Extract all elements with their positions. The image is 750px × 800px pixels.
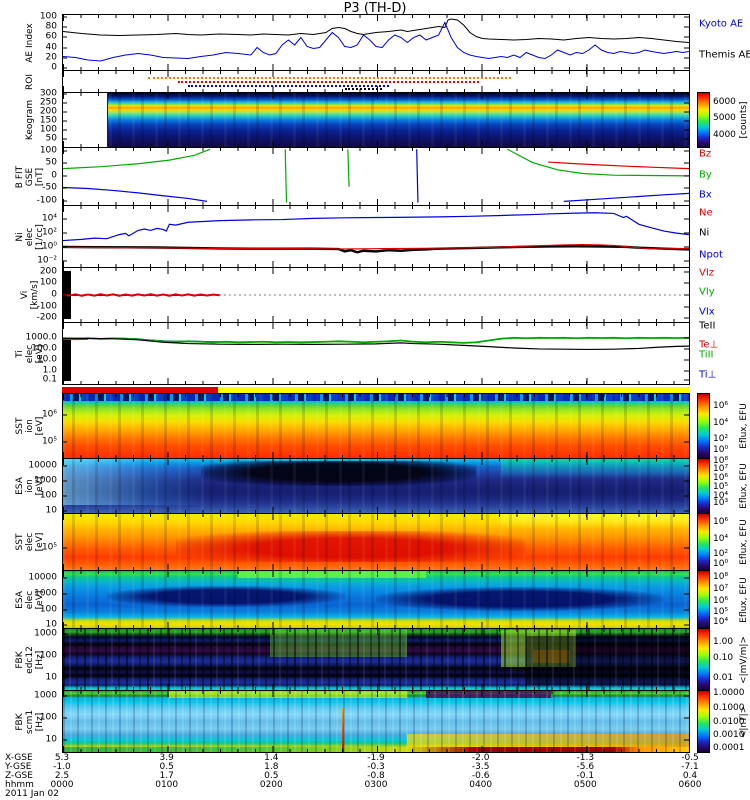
date-label: 2011 Jan 02 — [5, 789, 59, 799]
esa-ion-colorbar-unit: Eflux, EFU — [738, 463, 749, 509]
sst-elec-spectrogram — [63, 514, 689, 570]
ae-legend: Kyoto AE Themis AE — [699, 18, 750, 61]
esa-elec-colorbar-unit: Eflux, EFU — [738, 576, 749, 623]
velocity-chart — [63, 268, 689, 322]
sst-ion-axis-label: SST ion [eV] — [15, 416, 45, 436]
panel-fbk-scm1: FBK scm1 [Hz] 1000 100 10 1.0000 0.1000 0.0100… — [0, 688, 750, 753]
keogram-colorbar-unit: [counts] — [738, 101, 749, 139]
esa-elec-axis-label: ESA elec [eV] — [15, 590, 45, 609]
fbk-scm1-axis-label: FBK scm1 [Hz] — [15, 709, 45, 734]
esa-elec-plot-area — [62, 570, 690, 629]
keogram-colorbar-ticks: 6000 5000 4000 — [713, 97, 736, 140]
sst-ion-plot-area — [62, 393, 690, 459]
time-axis: 5.3 -1.0 2.5 0000 3.9 0.5 1.7 0100 1.4 1.8 0.5 0200… — [50, 753, 702, 790]
sst-elec-colorbar-unit: Eflux, EFU — [738, 519, 749, 565]
panel-sst-elec: SST elec [eV] 10⁵ 10⁶ 10⁴ 10² 10⁰ Eflux, EFU — [0, 513, 750, 571]
velocity-legend: VIz VIy VIx — [699, 267, 715, 318]
sst-elec-axis-label: SST elec [eV] — [15, 532, 45, 552]
panel-esa-ion: ESA ion [eV] 10000 1000 100 10 10⁸ 10⁷ 10⁶ 10⁵ 10… — [0, 455, 750, 515]
panel-keogram: Keogram 300 250 200 150 100 50 6000 5000 4000 [… — [0, 89, 750, 148]
fbk-edc12-colorbar — [697, 628, 710, 691]
fbk-edc12-spectrogram — [63, 629, 689, 690]
ae-axis-label: AE Index — [25, 22, 35, 63]
panel-sst-ion: SST ion [eV] 10⁶ 10⁵ 10⁶ 10⁴ 10² 10⁰ Eflux, EF… — [0, 393, 750, 459]
esa-ion-colorbar-ticks: 10⁸ 10⁷ 10⁶ 10⁵ 10⁴ 10³ — [713, 455, 729, 508]
fbk-edc12-colorbar-ticks: 1.00 0.10 0.01 — [713, 636, 734, 684]
esa-ion-spectrogram — [63, 459, 689, 513]
fbk-scm1-colorbar-ticks: 1.0000 0.1000 0.0100 0.0010 0.0001 — [713, 688, 745, 753]
fbk-edc12-colorbar-unit: <|mV/m|> — [738, 635, 749, 684]
density-chart — [63, 206, 689, 267]
fbk-scm1-spectrogram — [63, 691, 689, 752]
velocity-plot-area — [62, 267, 690, 323]
bfit-axis-label: B FIT GSE [nT] — [15, 165, 45, 188]
esa-ion-plot-area — [62, 458, 690, 514]
temperature-plot-area — [62, 322, 690, 385]
keogram-spectrogram — [63, 93, 689, 147]
temperature-chart — [63, 323, 689, 384]
axis-row-headers: X-GSE Y-GSE Z-GSE hhmm — [5, 753, 34, 790]
fbk-scm1-plot-area — [62, 690, 690, 753]
temperature-axis-label: Ti elec [eV] — [15, 344, 45, 363]
survey-mode-bar — [62, 387, 690, 393]
page-title: P3 (TH-D) — [343, 1, 407, 16]
esa-elec-colorbar — [697, 570, 710, 629]
sst-elec-plot-area — [62, 513, 690, 571]
panel-bfit: B FIT GSE [nT] 100 50 0 -50 -100 Bz By Bx — [0, 146, 750, 206]
fbk-edc12-axis-label: FBK edc12 [Hz] — [15, 645, 45, 674]
bfit-chart — [63, 148, 689, 205]
bfit-plot-area — [62, 147, 690, 206]
panel-roi: ROI — [0, 70, 750, 93]
keogram-plot-area — [62, 92, 690, 148]
density-plot-area — [62, 205, 690, 268]
velocity-axis-label: Vi [km/s] — [20, 280, 40, 310]
esa-ion-colorbar — [697, 458, 710, 514]
bfit-legend: Bz By Bx — [699, 148, 712, 201]
fbk-edc12-plot-area — [62, 628, 690, 691]
panel-density: Ni elec [1/cc] 10⁴ 10² 10⁰ 10⁻² Ne Ni Npot — [0, 205, 750, 268]
density-legend: Ne Ni Npot — [699, 207, 723, 261]
panel-velocity: Vi [km/s] 200 100 0 -100 -200 VIz VIy VIx — [0, 267, 750, 323]
panel-ae: AE Index 100 80 60 40 20 0 Kyoto AE Themis AE — [0, 12, 750, 73]
sst-ion-colorbar — [697, 393, 710, 459]
ae-chart — [63, 15, 689, 70]
esa-elec-spectrogram — [63, 571, 689, 628]
panel-fbk-edc12: FBK edc12 [Hz] 1000 100 10 1.00 0.10 0.01 <|mV… — [0, 628, 750, 691]
keogram-axis-label: Keogram — [25, 99, 35, 141]
panel-temperature: Ti elec [eV] 1000.0 100.0 10.0 1.0 0.1 TeII Te⊥… — [0, 320, 750, 385]
sst-ion-spectrogram — [63, 394, 689, 458]
fbk-scm1-colorbar — [697, 690, 710, 753]
roi-plot-area — [62, 70, 690, 93]
sst-elec-colorbar-ticks: 10⁶ 10⁴ 10² 10⁰ — [713, 516, 729, 570]
keogram-colorbar — [697, 92, 710, 148]
fbk-scm1-colorbar-unit: <|nT|> — [738, 705, 749, 738]
sst-ion-colorbar-ticks: 10⁶ 10⁴ 10² 10⁰ — [713, 401, 729, 455]
esa-ion-axis-label: ESA ion [eV] — [15, 476, 45, 496]
esa-elec-colorbar-ticks: 10⁸ 10⁷ 10⁶ 10⁵ 10⁴ — [713, 572, 729, 627]
ae-plot-area — [62, 14, 690, 71]
roi-axis-label: ROI — [25, 73, 35, 90]
panel-mode — [0, 387, 750, 393]
sst-ion-colorbar-unit: Eflux, EFU — [738, 403, 749, 449]
roi-bars — [63, 71, 689, 92]
density-axis-label: Ni elec [1/cc] — [15, 223, 45, 250]
panel-esa-elec: ESA elec [eV] 10000 1000 100 10 10⁸ 10⁷ 10⁶ 10⁵ 1… — [0, 570, 750, 629]
sst-elec-colorbar — [697, 513, 710, 571]
temperature-legend: TeII Te⊥ TiII Ti⊥ — [699, 320, 719, 381]
